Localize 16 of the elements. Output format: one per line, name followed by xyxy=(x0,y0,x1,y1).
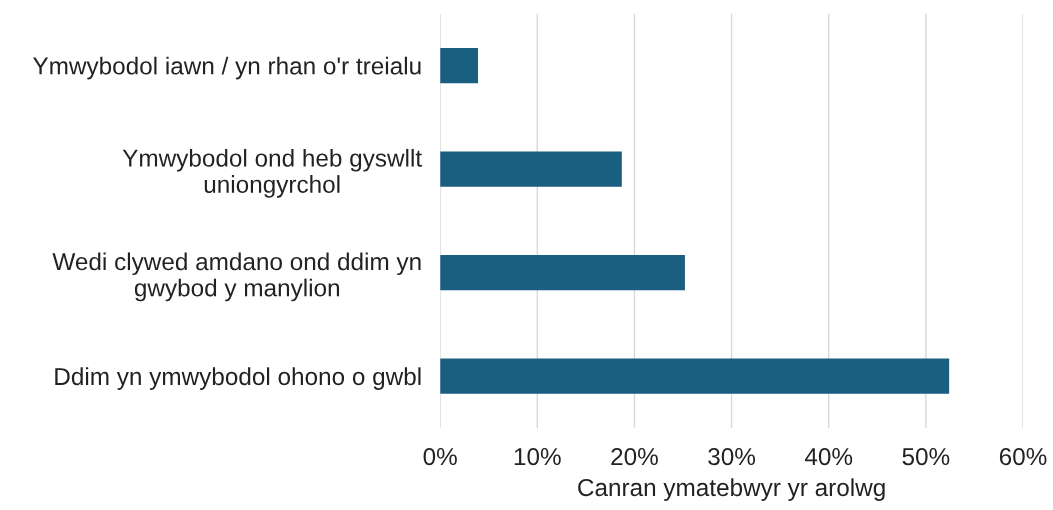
bar xyxy=(440,358,950,394)
x-axis-title: Canran ymatebwyr yr arolwg xyxy=(578,478,885,501)
bar xyxy=(440,254,685,291)
x-tick-label: 20% xyxy=(611,447,658,466)
y-tick-label: Wedi clywed amdano ond ddim yn gwybod y manylion xyxy=(52,252,421,302)
x-tick-label: 10% xyxy=(514,447,561,466)
bar xyxy=(440,151,622,187)
x-tick-label: 40% xyxy=(804,447,853,466)
x-tick-label: 60% xyxy=(999,447,1047,466)
y-tick-label: Ymwybodol ond heb gyswllt uniongyrchol xyxy=(122,148,422,198)
bar xyxy=(440,47,479,84)
x-tick-label: 30% xyxy=(708,447,756,466)
y-tick-label: Ymwybodol iawn / yn rhan o'r treialu xyxy=(33,56,421,80)
y-tick-label: Ddim yn ymwybodol ohono o gwbl xyxy=(55,367,421,390)
x-tick-label: 50% xyxy=(902,447,950,466)
x-tick-label: 0% xyxy=(423,447,457,466)
